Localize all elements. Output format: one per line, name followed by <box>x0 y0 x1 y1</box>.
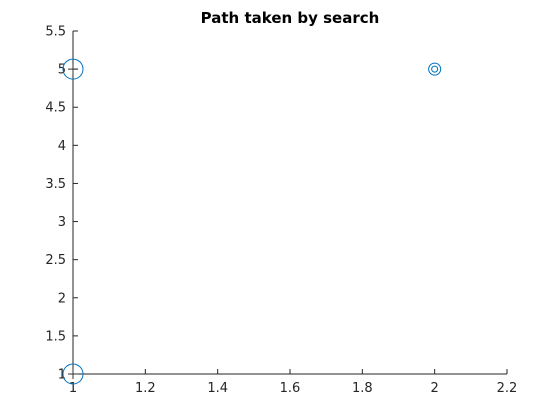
chart-title: Path taken by search <box>201 9 380 27</box>
x-tick-label: 1.4 <box>207 381 228 396</box>
x-tick-label: 1.6 <box>280 381 301 396</box>
y-tick-label: 5 <box>58 63 66 78</box>
y-tick-label: 5.5 <box>45 25 66 40</box>
data-points <box>62 58 442 385</box>
y-tick-label: 2 <box>58 291 66 306</box>
x-tick-label: 1.2 <box>135 381 156 396</box>
x-tick-label: 2 <box>431 381 439 396</box>
y-tick-label: 3 <box>58 215 66 230</box>
x-tick-label: 1 <box>69 381 77 396</box>
y-tick-label: 1 <box>58 368 66 383</box>
y-tick-label: 4.5 <box>45 101 66 116</box>
y-tick-label: 3.5 <box>45 177 66 192</box>
x-tick-label: 2.2 <box>497 381 518 396</box>
point-outer-circle <box>62 363 84 385</box>
y-tick-label: 1.5 <box>45 329 66 344</box>
tick-marks <box>72 30 508 375</box>
point-inner-circle <box>431 65 439 73</box>
x-tick-label: 1.8 <box>352 381 373 396</box>
data-point <box>62 363 84 385</box>
point-outer-circle <box>62 58 84 80</box>
y-tick-label: 2.5 <box>45 253 66 268</box>
point-outer-circle <box>428 62 442 76</box>
axes <box>72 31 507 375</box>
y-tick-labels: 1 1.5 2 2.5 3 3.5 4 4.5 5 5.5 <box>45 25 66 383</box>
x-tick-labels: 1 1.2 1.4 1.6 1.8 2 2.2 <box>69 381 517 396</box>
y-tick-label: 4 <box>58 139 66 154</box>
data-point <box>428 62 442 76</box>
data-point <box>62 58 84 80</box>
